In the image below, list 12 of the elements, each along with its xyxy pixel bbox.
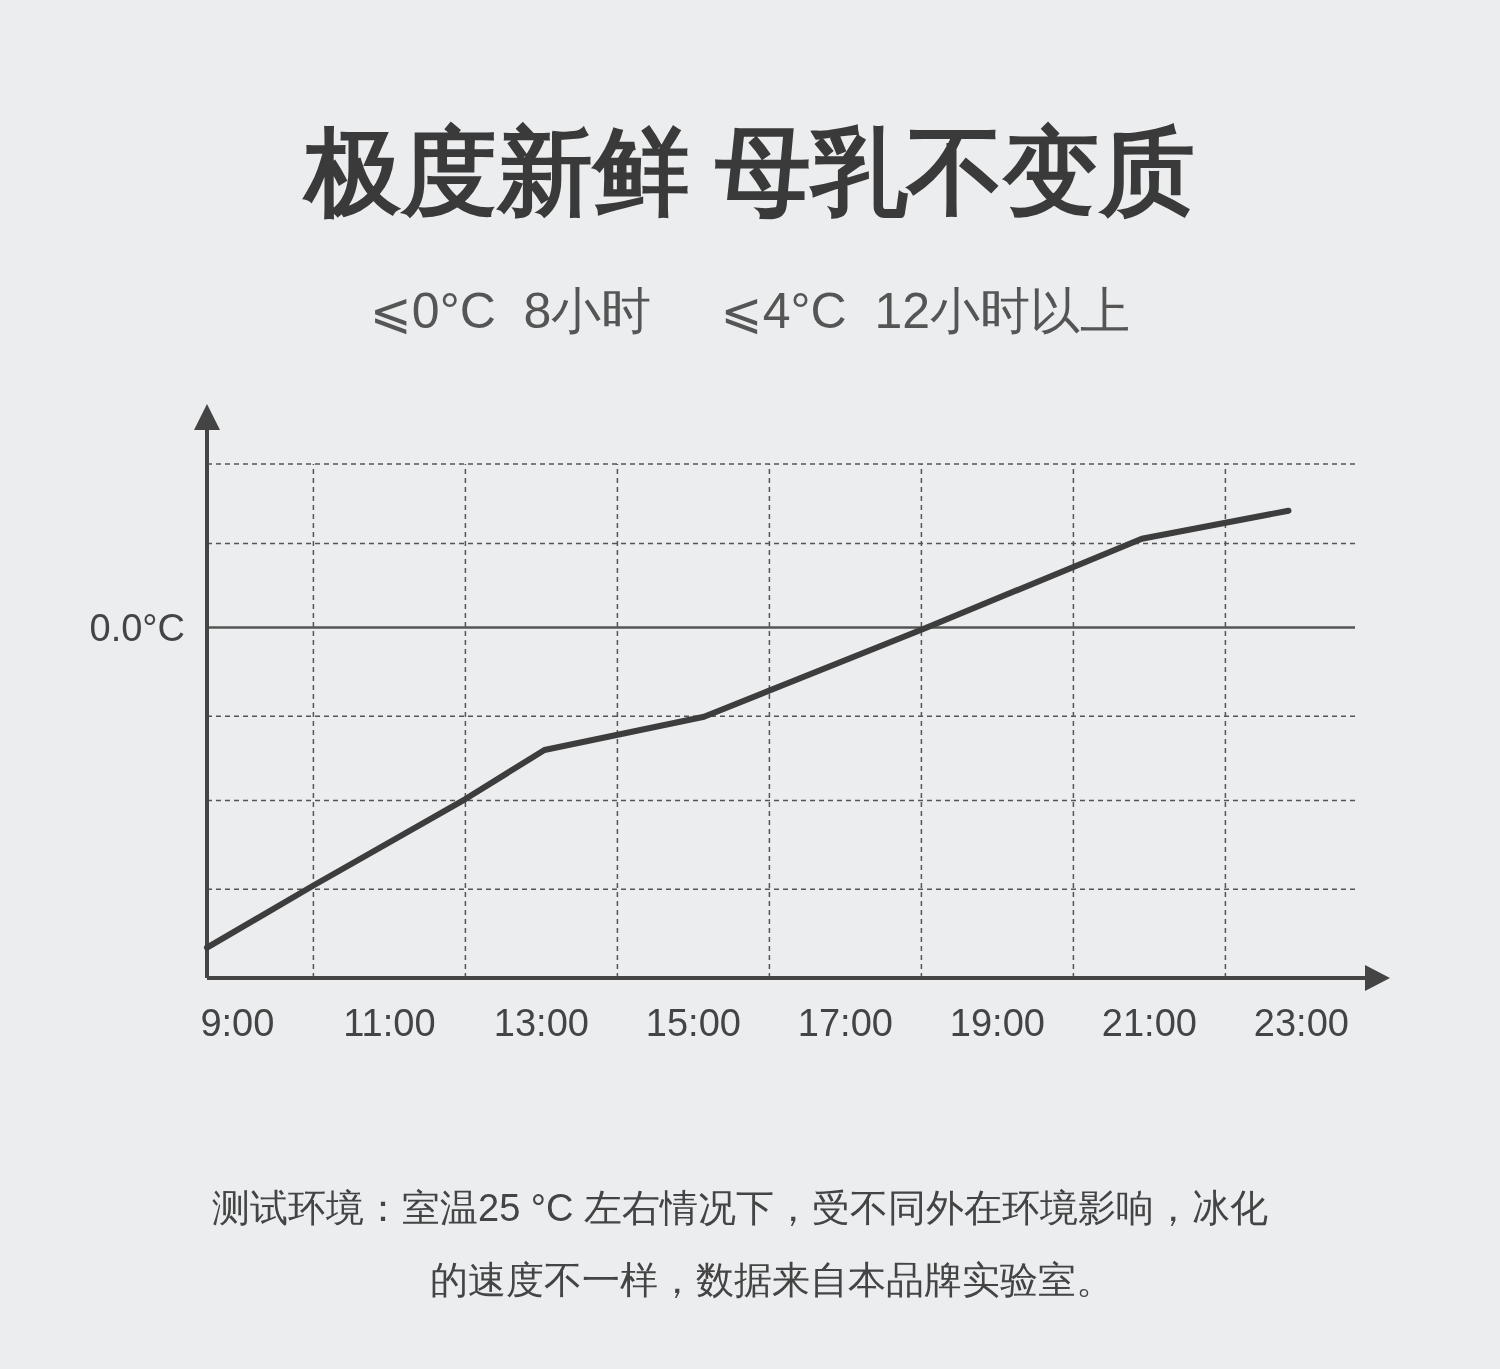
x-tick-label: 11:00 — [343, 1002, 436, 1044]
x-tick-label: 9:00 — [200, 1002, 275, 1044]
x-tick-label: 23:00 — [1253, 1002, 1349, 1044]
x-tick-label: 19:00 — [949, 1002, 1045, 1044]
x-tick-label: 13:00 — [493, 1002, 589, 1044]
x-tick-label: 17:00 — [797, 1002, 893, 1044]
chart-title: 极度新鲜 母乳不变质 — [301, 118, 1196, 225]
x-tick-label: 15:00 — [645, 1002, 741, 1044]
x-tick-label: 21:00 — [1101, 1002, 1197, 1044]
chart-subtitle: ⩽0°C 8小时 ⩽4°C 12小时以上 — [369, 283, 1131, 339]
text: 测试环境：室温25 °C 左右情况下，受不同外在环境影响，冰化的速度不一样，数据来自本品牌实验室。 — [212, 1186, 1270, 1303]
ref-line-label: 0.0°C — [89, 606, 185, 649]
